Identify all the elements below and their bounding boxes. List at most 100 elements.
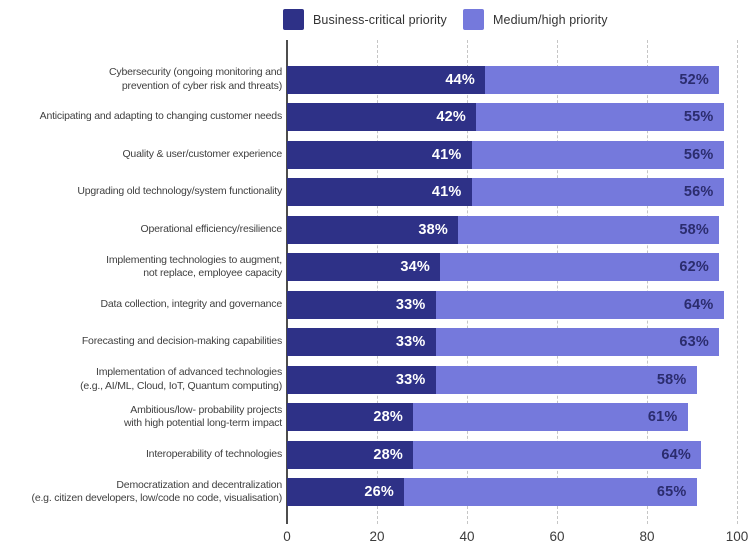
bar-segment-business-critical: 33% <box>287 365 436 394</box>
bar-segment-medium-high: 64% <box>435 290 724 319</box>
bar-value-label: 62% <box>679 259 709 276</box>
legend-label-medium-high: Medium/high priority <box>493 12 608 27</box>
bar-row: Anticipating and adapting to changing cu… <box>0 99 737 137</box>
bar-row: Operational efficiency/resilience 38% 58% <box>0 211 737 249</box>
bar-value-label: 34% <box>400 259 430 276</box>
bar-value-label: 61% <box>647 409 678 426</box>
bar-value-label: 41% <box>431 146 462 163</box>
category-label: Data collection, integrity and governanc… <box>100 297 283 310</box>
bar-row: Implementation of advanced technologies … <box>0 361 737 399</box>
legend-swatch-medium-high-icon <box>463 9 484 30</box>
category-label: Forecasting and decision-making capabili… <box>81 335 282 348</box>
category-label: Cybersecurity (ongoing monitoring and pr… <box>109 66 282 92</box>
category-label: Democratization and decentralization (e.… <box>31 478 283 505</box>
gridline-80 <box>647 40 648 524</box>
bar-group: 28% 64% <box>287 440 737 469</box>
bar-row: Ambitious/low- probability projects with… <box>0 399 737 437</box>
bar-segment-medium-high: 64% <box>413 440 701 469</box>
bar-segment-business-critical: 44% <box>287 65 485 94</box>
category-label: Ambitious/low- probability projects with… <box>124 403 282 430</box>
bar-value-label: 33% <box>395 296 426 313</box>
legend-item-medium-high: Medium/high priority <box>463 9 608 30</box>
bar-segment-business-critical: 28% <box>287 403 413 432</box>
x-axis: 0 20 40 60 80 100 <box>283 529 748 547</box>
legend: Business-critical priority Medium/high p… <box>0 9 750 33</box>
x-tick-label-80: 80 <box>639 529 655 544</box>
x-tick-label-0: 0 <box>283 529 291 544</box>
bar-group: 33% 58% <box>287 365 737 394</box>
bar-value-label: 26% <box>364 484 394 501</box>
bar-value-label: 38% <box>418 221 448 238</box>
bar-segment-business-critical: 42% <box>287 103 476 132</box>
bar-rows: Cybersecurity (ongoing monitoring and pr… <box>0 61 737 511</box>
axis-zero-line <box>286 40 288 524</box>
bar-value-label: 55% <box>683 109 714 126</box>
category-label: Upgrading old technology/system function… <box>77 185 282 198</box>
x-tick-label-40: 40 <box>459 529 475 544</box>
bar-segment-medium-high: 58% <box>458 215 719 244</box>
bar-group: 38% 58% <box>287 215 737 244</box>
bar-row: Implementing technologies to augment, no… <box>0 249 737 287</box>
bar-segment-business-critical: 33% <box>287 290 436 319</box>
category-label: Anticipating and adapting to changing cu… <box>39 110 283 123</box>
bar-segment-business-critical: 28% <box>287 440 413 469</box>
x-tick-label-100: 100 <box>725 529 749 544</box>
bar-value-label: 42% <box>436 109 466 126</box>
bar-row: Data collection, integrity and governanc… <box>0 286 737 324</box>
bar-value-label: 28% <box>373 409 403 426</box>
bar-row: Quality & user/customer experience 41% 56% <box>0 136 737 174</box>
bar-segment-medium-high: 65% <box>404 478 697 507</box>
bar-segment-business-critical: 41% <box>287 178 472 207</box>
bar-value-label: 56% <box>683 184 714 201</box>
bar-segment-medium-high: 52% <box>485 65 719 94</box>
bar-row: Upgrading old technology/system function… <box>0 174 737 212</box>
category-label: Interoperability of technologies <box>145 447 282 460</box>
bar-segment-business-critical: 38% <box>287 215 458 244</box>
bar-value-label: 52% <box>679 71 709 88</box>
bar-segment-medium-high: 61% <box>413 403 688 432</box>
bar-value-label: 33% <box>395 371 426 388</box>
category-label: Quality & user/customer experience <box>122 147 282 160</box>
bar-row: Democratization and decentralization (e.… <box>0 474 737 512</box>
bar-value-label: 65% <box>656 484 687 501</box>
bar-row: Interoperability of technologies 28% 64% <box>0 436 737 474</box>
bar-segment-medium-high: 58% <box>435 365 697 394</box>
bar-group: 44% 52% <box>287 65 737 94</box>
x-tick-label-60: 60 <box>549 529 565 544</box>
bar-group: 34% 62% <box>287 253 737 282</box>
gridline-100 <box>737 40 738 524</box>
bar-segment-medium-high: 55% <box>476 103 724 132</box>
bar-value-label: 64% <box>683 296 714 313</box>
bar-segment-business-critical: 26% <box>287 478 404 507</box>
x-tick-label-20: 20 <box>369 529 385 544</box>
bar-value-label: 41% <box>431 184 462 201</box>
bar-segment-medium-high: 62% <box>440 253 719 282</box>
legend-label-business-critical: Business-critical priority <box>313 12 447 27</box>
gridline-60 <box>557 40 558 524</box>
bar-segment-business-critical: 34% <box>287 253 440 282</box>
category-label: Implementing technologies to augment, no… <box>106 253 282 280</box>
bar-value-label: 44% <box>445 71 475 88</box>
bar-segment-medium-high: 63% <box>435 328 719 357</box>
bar-group: 28% 61% <box>287 403 737 432</box>
gridline-40 <box>467 40 468 524</box>
bar-row: Forecasting and decision-making capabili… <box>0 324 737 362</box>
bar-segment-medium-high: 56% <box>471 140 724 169</box>
bar-group: 42% 55% <box>287 103 737 132</box>
bar-value-label: 33% <box>395 334 426 351</box>
bar-group: 33% 64% <box>287 290 737 319</box>
bar-group: 41% 56% <box>287 140 737 169</box>
category-label: Implementation of advanced technologies … <box>80 366 282 392</box>
bar-value-label: 58% <box>656 371 687 388</box>
bar-value-label: 28% <box>373 446 403 463</box>
plot-area <box>286 40 738 524</box>
bar-segment-business-critical: 41% <box>287 140 472 169</box>
bar-segment-business-critical: 33% <box>287 328 436 357</box>
legend-swatch-business-critical-icon <box>283 9 304 30</box>
gridline-20 <box>377 40 378 524</box>
bar-row: Cybersecurity (ongoing monitoring and pr… <box>0 61 737 99</box>
bar-value-label: 58% <box>679 221 709 238</box>
category-label: Operational efficiency/resilience <box>140 222 283 235</box>
bar-value-label: 63% <box>679 334 709 351</box>
